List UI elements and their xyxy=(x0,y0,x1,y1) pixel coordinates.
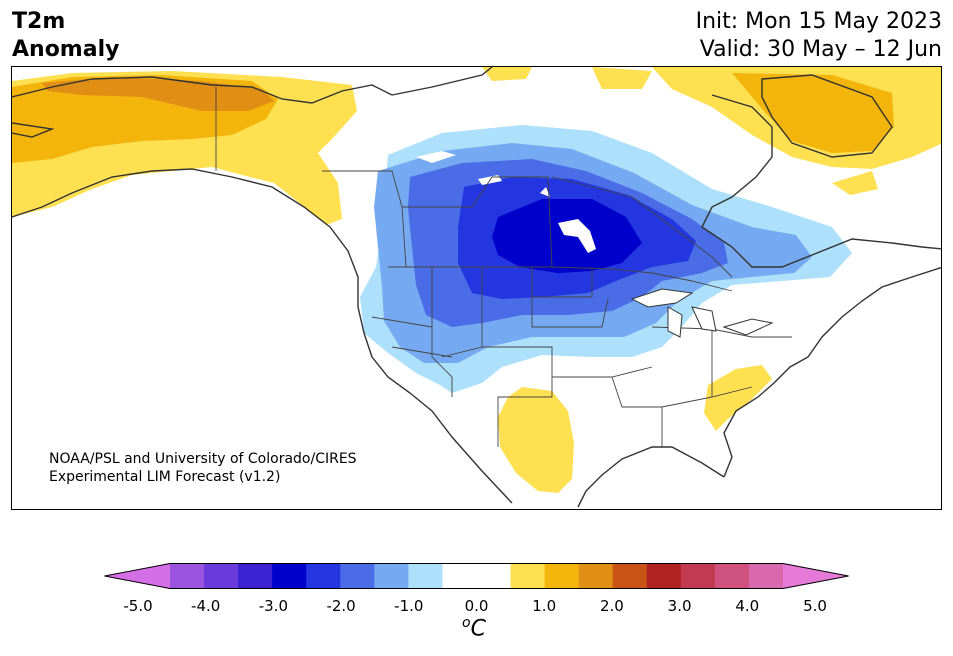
colorbar-segment xyxy=(544,563,580,589)
ice-patch xyxy=(416,151,550,197)
colorbar-segment xyxy=(510,563,546,589)
title-variable: T2m xyxy=(12,9,66,34)
valid-range: Valid: 30 May – 12 Jun xyxy=(699,37,942,62)
colorbar-tick-label: -1.0 xyxy=(394,597,424,615)
warm-region-carolinas xyxy=(704,365,772,431)
credit-text: NOAA/PSL and University of Colorado/CIRE… xyxy=(49,450,357,486)
credit-line-2: Experimental LIM Forecast (v1.2) xyxy=(49,469,281,485)
colorbar-segment xyxy=(578,563,614,589)
colorbar-segment xyxy=(646,563,682,589)
colorbar-segment xyxy=(748,563,784,589)
colorbar-tick-label: 2.0 xyxy=(599,597,624,615)
colorbar-segment xyxy=(340,563,375,589)
colorbar-tick-label: 3.0 xyxy=(667,597,692,615)
colorbar-unit: oC xyxy=(462,615,486,641)
colorbar-tick-label: 5.0 xyxy=(803,597,827,615)
colorbar-segment xyxy=(408,563,443,589)
colorbar-segment xyxy=(714,563,750,589)
colorbar-tick-label: 1.0 xyxy=(532,597,557,615)
colorbar-segment xyxy=(612,563,648,589)
colorbar-extend-low xyxy=(104,563,170,589)
great-lakes xyxy=(630,288,774,338)
colorbar-outline xyxy=(104,563,849,589)
colorbar xyxy=(104,563,849,589)
cold-region-core xyxy=(492,199,642,273)
map-title: T2m Anomaly xyxy=(12,8,119,64)
colorbar-segment xyxy=(170,563,205,589)
unit-degree: o xyxy=(462,615,471,631)
colorbar-tick-label: -5.0 xyxy=(123,597,153,615)
init-date: Init: Mon 15 May 2023 xyxy=(695,9,942,34)
anomaly-map xyxy=(11,66,942,510)
credit-line-1: NOAA/PSL and University of Colorado/CIRE… xyxy=(49,451,357,467)
colorbar-extend-high xyxy=(783,563,849,589)
colorbar-segment xyxy=(680,563,716,589)
colorbar-segment xyxy=(306,563,341,589)
colorbar-segment xyxy=(442,563,477,589)
unit-letter: C xyxy=(470,616,486,642)
warm-region-hudson-east xyxy=(832,171,878,195)
colorbar-tick-label: -2.0 xyxy=(326,597,356,615)
colorbar-segment xyxy=(476,563,512,589)
colorbar-tick-label: -4.0 xyxy=(191,597,221,615)
cold-region-max xyxy=(558,219,596,253)
coastlines xyxy=(12,67,941,508)
colorbar-tick-label: 4.0 xyxy=(735,597,760,615)
warm-region-texas xyxy=(498,387,574,493)
borders xyxy=(215,87,792,447)
title-field: Anomaly xyxy=(12,37,120,62)
colorbar-segment xyxy=(374,563,409,589)
colorbar-segment xyxy=(272,563,307,589)
forecast-dates: Init: Mon 15 May 2023 Valid: 30 May – 12… xyxy=(696,8,942,64)
map-canvas xyxy=(12,67,941,508)
colorbar-tick-label: -3.0 xyxy=(258,597,289,615)
colorbar-segment xyxy=(238,563,273,589)
warm-region-arctic-islands xyxy=(482,67,652,89)
colorbar-ticks: -5.0 -4.0 -3.0 -2.0 -1.0 0.0 1.0 2.0 3.0 4.0 5.0 xyxy=(0,597,953,617)
colorbar-tick-label: 0.0 xyxy=(464,597,489,615)
colorbar-segment xyxy=(204,563,239,589)
warm-region-greenland-gold xyxy=(732,73,894,153)
